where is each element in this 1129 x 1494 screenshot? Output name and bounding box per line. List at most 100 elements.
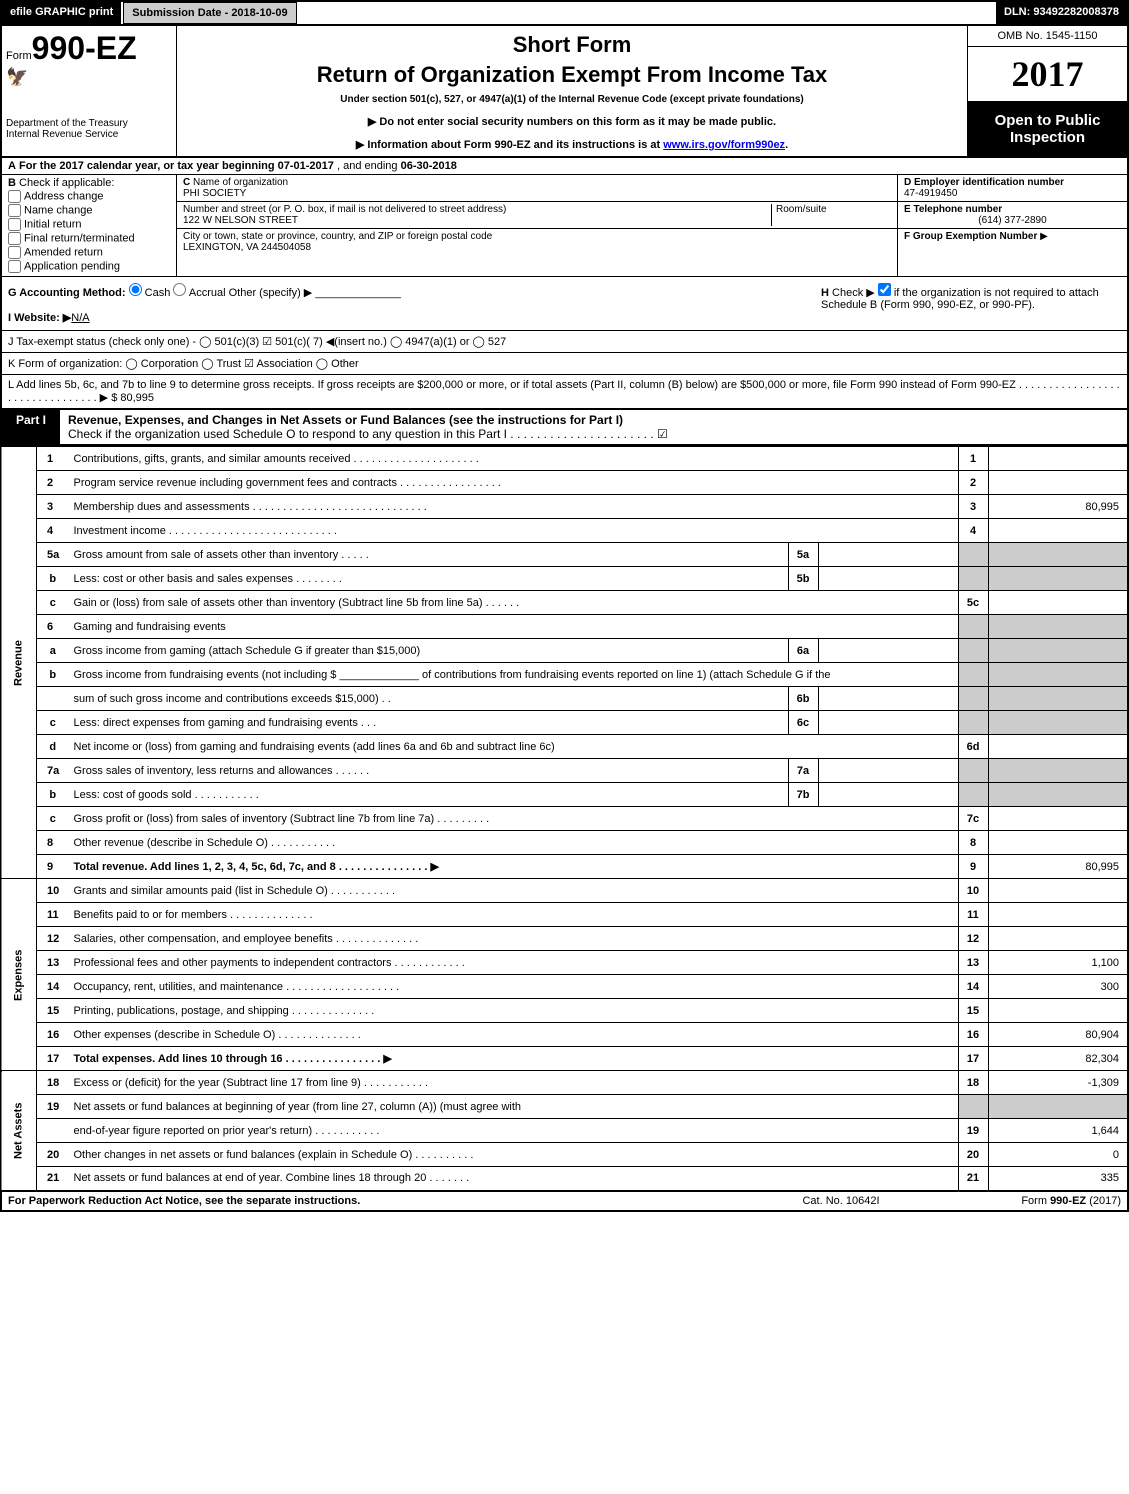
radio-accrual[interactable] (173, 283, 186, 296)
right-val-shade (988, 687, 1128, 711)
part1-bar: Part I Revenue, Expenses, and Changes in… (0, 409, 1129, 446)
line-desc: Membership dues and assessments . . . . … (69, 495, 959, 519)
right-val-shade (988, 711, 1128, 735)
line-number: b (37, 567, 69, 591)
line-number: c (37, 807, 69, 831)
right-val: 80,904 (988, 1023, 1128, 1047)
efile-print-button[interactable]: efile GRAPHIC print (2, 2, 123, 24)
table-row: 5aGross amount from sale of assets other… (1, 543, 1128, 567)
table-row: end-of-year figure reported on prior yea… (1, 1119, 1128, 1143)
right-val: -1,309 (988, 1071, 1128, 1095)
info-link[interactable]: www.irs.gov/form990ez (663, 139, 785, 151)
chk-name-change[interactable]: Name change (8, 204, 170, 217)
right-box (958, 615, 988, 639)
box-b: B Check if applicable: Address change Na… (2, 175, 177, 276)
chk-amended-return-input[interactable] (8, 246, 21, 259)
line-desc: Printing, publications, postage, and shi… (69, 999, 959, 1023)
form-number: Form990-EZ (6, 30, 172, 67)
right-val (988, 615, 1128, 639)
note-info: ▶ Information about Form 990-EZ and its … (185, 138, 959, 151)
line-number: 16 (37, 1023, 69, 1047)
period-text2: , and ending (337, 160, 401, 172)
label-c: C (183, 177, 190, 188)
right-box: 3 (958, 495, 988, 519)
line-number: 3 (37, 495, 69, 519)
mid-box: 6b (788, 687, 818, 711)
chk-application-pending[interactable]: Application pending (8, 260, 170, 273)
radio-cash[interactable] (129, 283, 142, 296)
line-number: 7a (37, 759, 69, 783)
mid-box: 5a (788, 543, 818, 567)
table-row: 20Other changes in net assets or fund ba… (1, 1143, 1128, 1167)
box-d: D Employer identification number 47-4919… (898, 175, 1127, 202)
name-label: Name of organization (193, 177, 288, 188)
box-c: C Name of organization PHI SOCIETY Numbe… (177, 175, 897, 276)
right-val (988, 879, 1128, 903)
right-box-shade (958, 783, 988, 807)
mid-val (818, 687, 958, 711)
period-row: A For the 2017 calendar year, or tax yea… (0, 158, 1129, 175)
right-box: 4 (958, 519, 988, 543)
line-desc: Less: cost of goods sold . . . . . . . .… (69, 783, 789, 807)
table-row: 13Professional fees and other payments t… (1, 951, 1128, 975)
mid-val (818, 759, 958, 783)
spacer (297, 2, 996, 24)
right-val (988, 999, 1128, 1023)
line-desc: Investment income . . . . . . . . . . . … (69, 519, 959, 543)
table-row: 3Membership dues and assessments . . . .… (1, 495, 1128, 519)
chk-address-change[interactable]: Address change (8, 190, 170, 203)
right-box: 8 (958, 831, 988, 855)
right-val-shade (988, 759, 1128, 783)
right-val (988, 591, 1128, 615)
chk-address-change-input[interactable] (8, 190, 21, 203)
mid-box: 7a (788, 759, 818, 783)
chk-final-return[interactable]: Final return/terminated (8, 232, 170, 245)
chk-initial-return-input[interactable] (8, 218, 21, 231)
org-name-line: C Name of organization PHI SOCIETY (177, 175, 897, 202)
table-row: cLess: direct expenses from gaming and f… (1, 711, 1128, 735)
table-row: 8Other revenue (describe in Schedule O) … (1, 831, 1128, 855)
title-short-form: Short Form (185, 32, 959, 58)
right-box: 18 (958, 1071, 988, 1095)
right-box: 14 (958, 975, 988, 999)
chk-application-pending-input[interactable] (8, 260, 21, 273)
right-val: 80,995 (988, 855, 1128, 879)
line-number: b (37, 783, 69, 807)
right-val: 1,100 (988, 951, 1128, 975)
dln-label: DLN: 93492282008378 (996, 2, 1127, 24)
mid-val (818, 711, 958, 735)
header-right: OMB No. 1545-1150 2017 Open to Public In… (967, 26, 1127, 156)
line-desc: Gross amount from sale of assets other t… (69, 543, 789, 567)
right-box (958, 663, 988, 687)
line-desc: Less: cost or other basis and sales expe… (69, 567, 789, 591)
right-box: 2 (958, 471, 988, 495)
right-val (988, 519, 1128, 543)
chk-final-return-input[interactable] (8, 232, 21, 245)
chk-name-change-input[interactable] (8, 204, 21, 217)
table-row: 6Gaming and fundraising events (1, 615, 1128, 639)
table-row: 2Program service revenue including gover… (1, 471, 1128, 495)
line-desc: Gross sales of inventory, less returns a… (69, 759, 789, 783)
room-suite: Room/suite (771, 204, 891, 226)
street-line: Number and street (or P. O. box, if mail… (177, 202, 897, 229)
section-side-label: Net Assets (1, 1071, 37, 1191)
j-line: J Tax-exempt status (check only one) - ◯… (0, 331, 1129, 353)
city-label: City or town, state or province, country… (183, 231, 492, 242)
right-box: 13 (958, 951, 988, 975)
part1-label: Part I (2, 410, 60, 444)
label-a: A (8, 160, 16, 172)
city-value: LEXINGTON, VA 244504058 (183, 242, 311, 253)
line-number: d (37, 735, 69, 759)
ein-value: 47-4919450 (904, 188, 957, 199)
chk-initial-return[interactable]: Initial return (8, 218, 170, 231)
chk-amended-return[interactable]: Amended return (8, 246, 170, 259)
table-row: bLess: cost or other basis and sales exp… (1, 567, 1128, 591)
table-row: cGain or (loss) from sale of assets othe… (1, 591, 1128, 615)
line-number: 10 (37, 879, 69, 903)
other-lbl: Other (specify) ▶ (229, 287, 313, 299)
right-box: 12 (958, 927, 988, 951)
h-checkbox[interactable] (878, 283, 891, 296)
phone-value: (614) 377-2890 (904, 215, 1121, 226)
right-val (988, 1095, 1128, 1119)
note-info-pre: ▶ Information about Form 990-EZ and its … (356, 139, 663, 151)
